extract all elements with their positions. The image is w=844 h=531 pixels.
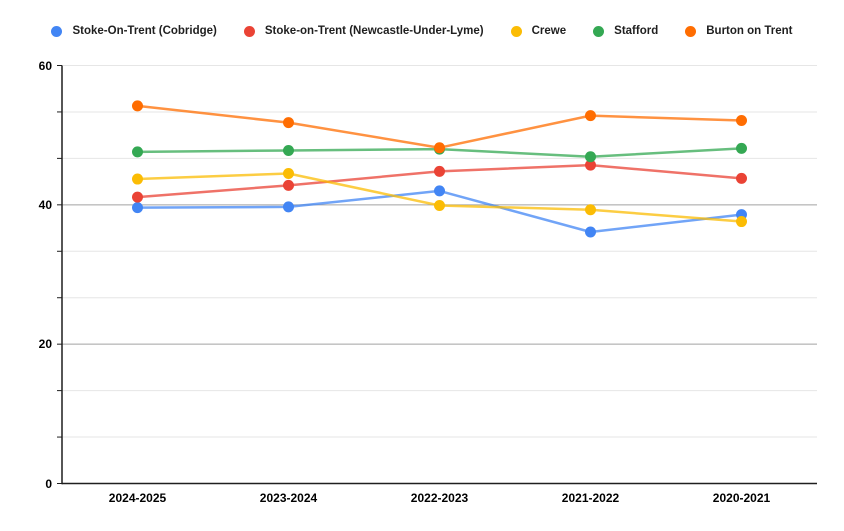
data-point[interactable]	[736, 115, 747, 127]
data-point[interactable]	[585, 110, 596, 122]
legend-item-5[interactable]: Burton on Trent	[685, 25, 793, 37]
legend-label: Crewe	[531, 25, 567, 37]
legend-dot-icon	[243, 25, 255, 37]
data-point[interactable]	[434, 200, 445, 212]
y-axis-label: 40	[38, 197, 52, 212]
legend-label: Stoke-On-Trent (Cobridge)	[72, 25, 217, 37]
x-axis-label: 2024-2025	[108, 491, 167, 505]
legend-item-3[interactable]: Crewe	[510, 25, 567, 37]
x-axis-label: 2023-2024	[259, 491, 318, 505]
x-axis-label: 2022-2023	[410, 491, 469, 505]
legend-dot-icon	[510, 25, 522, 37]
data-point[interactable]	[283, 117, 294, 129]
data-point[interactable]	[283, 179, 294, 191]
legend-label: Burton on Trent	[706, 25, 793, 37]
data-point[interactable]	[434, 142, 445, 154]
data-point[interactable]	[585, 204, 596, 216]
legend-dot-icon	[593, 25, 605, 37]
y-axis-label: 20	[38, 337, 52, 352]
data-point[interactable]	[132, 173, 143, 185]
legend-dot-icon	[51, 25, 63, 37]
data-point[interactable]	[434, 185, 445, 197]
legend-item-4[interactable]: Stafford	[593, 25, 658, 37]
y-axis-label: 60	[38, 58, 52, 73]
x-axis-label: 2020-2021	[712, 491, 771, 505]
data-point[interactable]	[736, 142, 747, 154]
x-axis-label: 2021-2022	[561, 491, 620, 505]
data-point[interactable]	[132, 146, 143, 158]
data-point[interactable]	[132, 191, 143, 203]
series-line-3	[136, 172, 743, 223]
data-point[interactable]	[585, 226, 596, 238]
data-point[interactable]	[585, 151, 596, 163]
y-axis-label: 0	[45, 476, 52, 491]
data-point[interactable]	[434, 165, 445, 177]
legend-item-2[interactable]: Stoke-on-Trent (Newcastle-Under-Lyme)	[243, 25, 484, 37]
data-point[interactable]	[585, 159, 596, 171]
legend-label: Stafford	[614, 25, 659, 37]
data-point[interactable]	[283, 144, 294, 156]
legend-dot-icon	[685, 25, 697, 37]
data-point[interactable]	[132, 202, 143, 214]
legend-label: Stoke-on-Trent (Newcastle-Under-Lyme)	[264, 25, 484, 37]
series-line-1	[136, 189, 743, 234]
legend-item-1[interactable]: Stoke-On-Trent (Cobridge)	[51, 25, 217, 37]
data-point[interactable]	[736, 172, 747, 184]
data-point[interactable]	[736, 216, 747, 228]
chart-legend: Stoke-On-Trent (Cobridge) Stoke-on-Trent …	[0, 22, 844, 40]
data-point[interactable]	[283, 167, 294, 179]
data-point[interactable]	[132, 100, 143, 112]
data-point[interactable]	[283, 201, 294, 213]
